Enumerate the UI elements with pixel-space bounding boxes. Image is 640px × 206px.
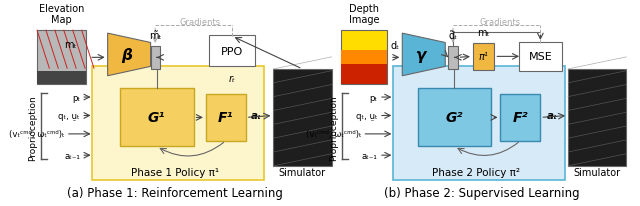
Text: aₜ₋₁: aₜ₋₁ <box>64 151 80 160</box>
Text: Gradients: Gradients <box>179 18 220 27</box>
Text: Depth
Image: Depth Image <box>349 4 379 25</box>
Text: (b) Phase 2: Supervised Learning: (b) Phase 2: Supervised Learning <box>384 186 580 199</box>
Text: m̃ₜ: m̃ₜ <box>149 31 161 41</box>
Text: F¹: F¹ <box>218 111 234 125</box>
Text: Simulator: Simulator <box>573 167 620 177</box>
Text: Gradients: Gradients <box>480 18 521 27</box>
Text: aₜ: aₜ <box>252 111 262 121</box>
Text: qₜ, ṵₜ: qₜ, ṵₜ <box>58 111 80 120</box>
Bar <box>341 64 387 85</box>
Bar <box>206 95 246 141</box>
Text: γ: γ <box>417 48 427 63</box>
Text: mₜ: mₜ <box>477 28 490 38</box>
FancyBboxPatch shape <box>92 67 264 180</box>
Text: pₜ: pₜ <box>72 93 80 102</box>
Text: F²: F² <box>513 111 528 125</box>
Polygon shape <box>108 34 150 76</box>
Text: d̃ₜ: d̃ₜ <box>449 31 458 41</box>
Text: qₜ, ṵₜ: qₜ, ṵₜ <box>356 111 378 120</box>
Text: (vₜᶜᵐᵈ, ωₜᶜᵐᵈ)ₜ: (vₜᶜᵐᵈ, ωₜᶜᵐᵈ)ₜ <box>305 130 361 139</box>
Text: (vₜᶜᵐᵈ, ωₜᶜᵐᵈ)ₜ: (vₜᶜᵐᵈ, ωₜᶜᵐᵈ)ₜ <box>9 130 65 139</box>
Bar <box>568 70 627 166</box>
Text: Proprioception: Proprioception <box>28 95 37 160</box>
Text: Phase 2 Policy π²: Phase 2 Policy π² <box>432 168 520 178</box>
Bar <box>273 70 332 166</box>
Text: π¹: π¹ <box>479 52 488 62</box>
Text: Phase 1 Policy π¹: Phase 1 Policy π¹ <box>131 168 220 178</box>
Text: Elevation
Map: Elevation Map <box>39 4 84 25</box>
FancyBboxPatch shape <box>209 36 255 67</box>
Text: mₜ: mₜ <box>65 39 77 49</box>
Bar <box>341 31 387 85</box>
Bar <box>449 47 458 70</box>
Bar <box>473 44 494 71</box>
Bar <box>418 89 492 147</box>
Bar <box>120 89 193 147</box>
Text: aₜ: aₜ <box>547 111 558 121</box>
FancyBboxPatch shape <box>519 43 562 71</box>
FancyBboxPatch shape <box>393 67 565 180</box>
Text: Simulator: Simulator <box>278 167 326 177</box>
Text: G²: G² <box>445 111 463 125</box>
Text: PPO: PPO <box>221 46 243 56</box>
Text: rₜ: rₜ <box>229 73 236 83</box>
Text: (a) Phase 1: Reinforcement Learning: (a) Phase 1: Reinforcement Learning <box>67 186 283 199</box>
Text: Proprioception: Proprioception <box>329 95 338 160</box>
Bar <box>37 31 86 85</box>
Text: G¹: G¹ <box>148 111 166 125</box>
Text: dₜ: dₜ <box>390 40 399 50</box>
Text: aₜ₋₁: aₜ₋₁ <box>362 151 378 160</box>
Bar <box>500 95 540 141</box>
Text: pₜ: pₜ <box>370 93 378 102</box>
Polygon shape <box>403 34 445 76</box>
Bar <box>150 47 160 70</box>
Text: β: β <box>122 48 132 63</box>
Text: MSE: MSE <box>529 52 552 62</box>
Bar <box>341 51 387 64</box>
Bar <box>37 71 86 85</box>
